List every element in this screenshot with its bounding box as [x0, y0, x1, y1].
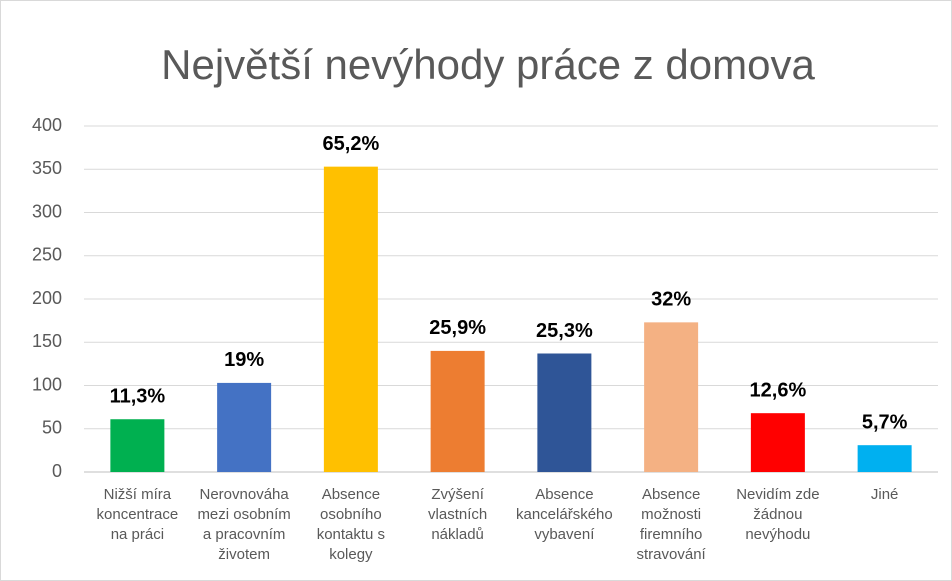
x-tick-label: Nižší míra — [104, 486, 172, 503]
y-tick-label: 300 — [32, 201, 62, 221]
bar — [644, 322, 699, 472]
x-tick-label: vlastních — [428, 506, 487, 523]
y-tick-label: 100 — [32, 374, 62, 394]
y-tick-label: 150 — [32, 331, 62, 351]
x-tick-label: kontaktu s — [317, 526, 385, 543]
value-label: 19% — [224, 349, 264, 371]
x-tick-label: Nevidím zde — [736, 486, 819, 503]
x-tick-label: nevýhodu — [745, 526, 810, 543]
x-tick-label: vybavení — [534, 526, 595, 543]
x-tick-label: žádnou — [753, 506, 802, 523]
bar — [323, 166, 378, 472]
value-label: 11,3% — [110, 386, 166, 408]
y-tick-label: 0 — [52, 461, 62, 481]
x-tick-label: mezi osobním — [197, 506, 290, 523]
x-tick-label: stravování — [637, 546, 707, 563]
x-tick-label: kancelářského — [516, 506, 613, 523]
x-tick-label: nákladů — [431, 526, 484, 543]
x-tick-label: kolegy — [329, 546, 373, 563]
chart-title: Největší nevýhody práce z domova — [161, 41, 815, 88]
x-tick-label: Zvýšení — [431, 486, 484, 503]
bar — [857, 445, 912, 472]
bar — [430, 350, 485, 472]
x-tick-label: životem — [218, 546, 270, 563]
y-tick-label: 250 — [32, 245, 62, 265]
bar — [110, 419, 165, 472]
y-tick-label: 350 — [32, 158, 62, 178]
x-tick-label: koncentrace — [97, 506, 179, 523]
bar — [750, 413, 805, 472]
x-tick-label: možnosti — [641, 506, 701, 523]
y-tick-label: 50 — [42, 418, 62, 438]
x-tick-label: na práci — [111, 526, 164, 543]
value-label: 32% — [651, 289, 691, 311]
x-tick-label: osobního — [320, 506, 382, 523]
value-label: 5,7% — [862, 411, 908, 433]
value-label: 25,9% — [429, 317, 486, 339]
y-tick-label: 400 — [32, 115, 62, 135]
bar — [537, 353, 592, 472]
x-tick-label: Absence — [642, 486, 700, 503]
bar — [217, 382, 272, 472]
x-tick-label: a pracovním — [203, 526, 286, 543]
value-label: 12,6% — [750, 379, 807, 401]
x-tick-label: Absence — [535, 486, 593, 503]
value-label: 65,2% — [323, 133, 380, 155]
x-tick-label: firemního — [640, 526, 703, 543]
x-tick-label: Nerovnováha — [200, 486, 290, 503]
x-tick-label: Absence — [322, 486, 380, 503]
y-tick-label: 200 — [32, 288, 62, 308]
x-tick-label: Jiné — [871, 486, 899, 503]
value-label: 25,3% — [536, 320, 593, 342]
